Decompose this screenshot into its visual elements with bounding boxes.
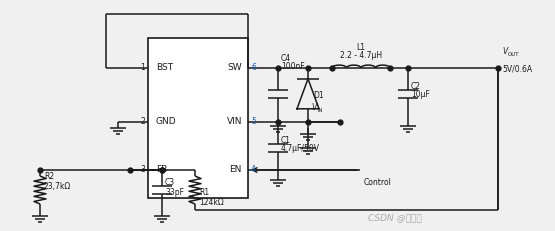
Text: 6: 6 [251, 64, 256, 73]
Text: 33pF: 33pF [165, 188, 184, 197]
Text: GND: GND [156, 118, 176, 127]
Bar [148, 38, 248, 198]
Text: 3: 3 [140, 165, 145, 174]
Text: 23,7kΩ: 23,7kΩ [44, 182, 71, 191]
Text: R1: R1 [199, 188, 209, 197]
Text: 5V/0.6A: 5V/0.6A [502, 64, 532, 73]
Text: 2: 2 [140, 118, 145, 127]
Text: C2: C2 [411, 82, 421, 91]
Text: 5: 5 [251, 118, 256, 127]
Text: Control: Control [364, 178, 392, 187]
Text: D1: D1 [313, 91, 324, 100]
Text: 4: 4 [251, 165, 256, 174]
Text: C3: C3 [165, 178, 175, 187]
Text: R2: R2 [44, 172, 54, 181]
Text: BST: BST [156, 64, 173, 73]
Text: 124kΩ: 124kΩ [199, 198, 224, 207]
Text: CSDN @天涯銘: CSDN @天涯銘 [368, 213, 422, 222]
Text: IN: IN [317, 108, 322, 113]
Text: VIN: VIN [226, 118, 242, 127]
Text: FB: FB [156, 165, 167, 174]
Text: 2.2 - 4.7μH: 2.2 - 4.7μH [340, 51, 382, 60]
Text: 4.7μF/50V: 4.7μF/50V [281, 144, 320, 153]
Text: L1: L1 [356, 43, 366, 52]
Text: C1: C1 [281, 136, 291, 145]
Text: EN: EN [230, 165, 242, 174]
Text: V: V [502, 47, 507, 56]
Text: V: V [311, 103, 316, 112]
Text: SW: SW [228, 64, 242, 73]
Text: 10μF: 10μF [411, 90, 430, 99]
Text: 100nF: 100nF [281, 62, 305, 71]
Text: OUT: OUT [508, 52, 519, 57]
Text: 1: 1 [140, 64, 145, 73]
Text: C4: C4 [281, 54, 291, 63]
